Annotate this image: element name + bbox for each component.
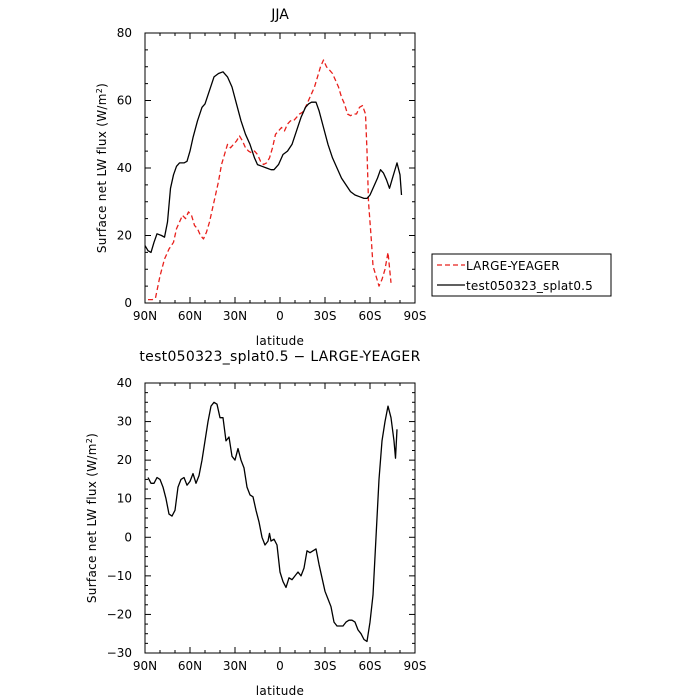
bottom-y-tick-label: 40 [117,376,132,390]
top-xlabel: latitude [256,334,304,348]
bottom-y-tick-label: −30 [107,646,132,660]
bottom-ylabel-main: Surface net LW flux (W/m [85,443,99,603]
top-y-tick-label: 0 [124,296,132,310]
top-x-tick-label: 60S [359,309,382,323]
top-series-line-2 [144,71,403,254]
bottom-chart-title: test050323_splat0.5 − LARGE-YEAGER [139,349,420,365]
bottom-series-line-1 [147,401,398,643]
bottom-chart: test050323_splat0.5 − LARGE-YEAGER 90N 60… [85,349,427,698]
legend-label-test050323: test050323_splat0.5 [466,279,593,293]
top-ylabel: Surface net LW flux (W/m2) [95,83,110,253]
bottom-series-layer [147,401,398,643]
top-x-tick-label: 90N [133,309,157,323]
top-ylabel-sup: 2 [95,88,104,93]
bottom-y-tick-label: 30 [117,415,132,429]
bottom-y-tick-label: −20 [107,607,132,621]
top-ylabel-end: ) [95,83,109,88]
bottom-ylabel-end: ) [85,433,99,438]
legend: LARGE-YEAGER test050323_splat0.5 [431,253,612,297]
top-chart-title: JJA [270,7,289,23]
top-series-line-1 [148,59,392,301]
top-plot-frame [144,32,416,304]
bottom-x-tick-label: 30S [314,659,337,673]
top-chart: JJA 90N 60N 30N 0 30S 60S 90S 0 20 40 60 80 Surface… [95,7,427,348]
bottom-y-tick-label: 0 [124,530,132,544]
top-ticks-layer: 90N 60N 30N 0 30S 60S 90S 0 20 40 60 80 [117,26,427,323]
bottom-y-tick-label: 20 [117,453,132,467]
top-y-tick-label: 40 [117,161,132,175]
bottom-x-tick-label: 60N [178,659,202,673]
bottom-y-tick-label: −10 [107,569,132,583]
legend-box [431,253,612,297]
bottom-ylabel-sup: 2 [85,438,94,443]
top-x-tick-label: 30N [223,309,247,323]
bottom-ylabel: Surface net LW flux (W/m2) [85,433,100,603]
top-x-tick-label: 30S [314,309,337,323]
top-ylabel-main: Surface net LW flux (W/m [95,93,109,253]
top-y-tick-label: 60 [117,94,132,108]
bottom-xlabel: latitude [256,684,304,698]
bottom-x-tick-label: 60S [359,659,382,673]
top-x-tick-label: 90S [404,309,427,323]
top-x-tick-label: 60N [178,309,202,323]
bottom-x-tick-label: 0 [276,659,284,673]
bottom-y-tick-label: 10 [117,492,132,506]
bottom-x-tick-label: 90N [133,659,157,673]
top-y-tick-label: 20 [117,229,132,243]
bottom-x-tick-label: 90S [404,659,427,673]
bottom-plot-frame [144,382,416,654]
bottom-ticks-layer: 90N 60N 30N 0 30S 60S 90S −30 −20 −10 0 10 20 30 40 [107,376,427,673]
top-x-tick-label: 0 [276,309,284,323]
top-y-tick-label: 80 [117,26,132,40]
top-series-layer [144,59,403,301]
legend-label-large-yeager: LARGE-YEAGER [466,259,560,273]
bottom-x-tick-label: 30N [223,659,247,673]
